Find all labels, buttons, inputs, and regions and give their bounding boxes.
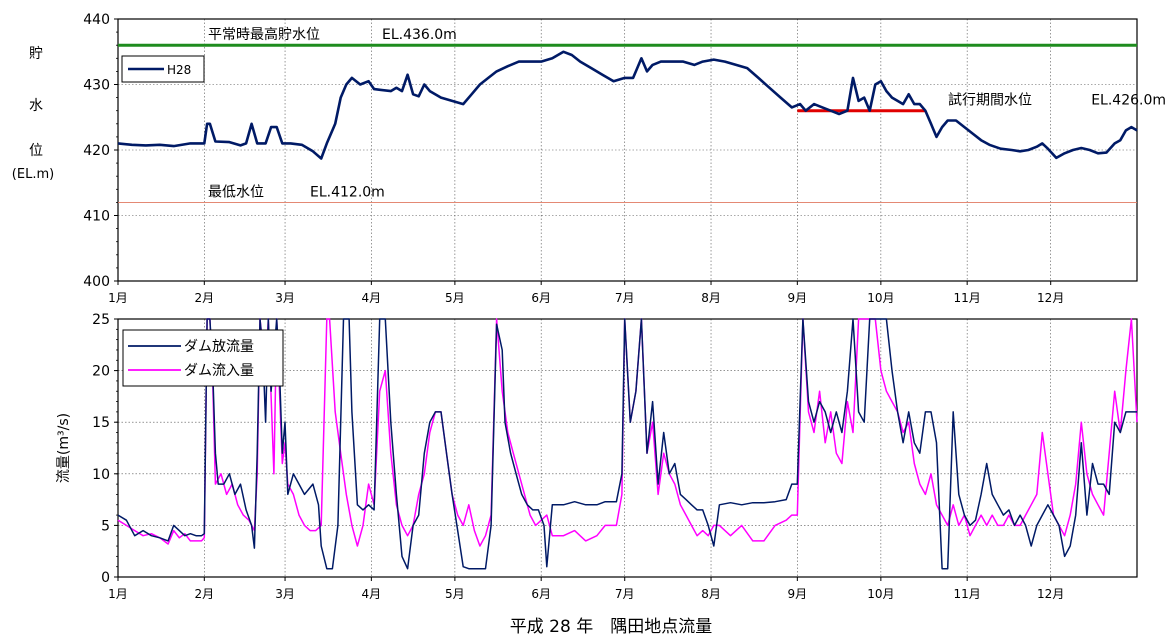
chart2-ytick-label: 0 [101,570,110,586]
reference-label-trial: 試行期間水位 [948,93,1032,109]
chart1-legend-label: H28 [167,63,191,77]
chart2-xtick-label: 3月 [275,587,295,601]
chart1-series-H28-line [117,50,1138,160]
chart2-series-ダム流入量-line [117,318,1138,547]
chart1-ytick-label: 410 [83,209,110,225]
chart2-legend-box [122,329,284,387]
chart2-xtick-label: 4月 [362,587,382,601]
chart1-ytick-label: 430 [83,78,110,94]
chart1-ylabel-char: 貯 [29,46,43,62]
chart2-xtick-label: 8月 [701,587,721,601]
chart1-xtick-label: 9月 [788,291,808,305]
chart1-xtick-label: 6月 [531,291,551,305]
chart2-ytick-label: 25 [92,312,110,328]
chart1-xtick-label: 11月 [954,291,981,305]
chart1-xtick-label: 7月 [615,291,635,305]
chart1-ylabel-unit: (EL.m) [12,167,54,182]
chart2-ytick-label: 20 [92,364,110,380]
chart2-xtick-label: 12月 [1037,587,1064,601]
chart1-xtick-label: 3月 [275,291,295,305]
chart1-ylabel-char: 位 [29,143,43,159]
chart1-ytick-label: 420 [83,143,110,159]
chart1-xtick-label: 5月 [445,291,465,305]
reference-label-low: 最低水位 [208,184,264,200]
chart2-xtick-label: 11月 [954,587,981,601]
chart1-xtick-label: 4月 [362,291,382,305]
chart1-frame [117,18,1138,282]
reference-value-high: EL.436.0m [382,27,457,43]
chart2-frame [117,318,1138,578]
chart1-ytick-label: 440 [83,12,110,28]
chart1-ylabel-char: 水 [29,98,43,114]
chart1-xtick-label: 10月 [867,291,894,305]
chart2-xtick-label: 10月 [867,587,894,601]
figure-title: 平成 28 年 隅田地点流量 [510,617,712,637]
chart2-xtick-label: 7月 [615,587,635,601]
reference-value-low: EL.412.0m [310,184,385,200]
reference-label-high: 平常時最高貯水位 [208,26,320,43]
chart2-ytick-label: 10 [92,467,110,483]
chart2-ytick-label: 5 [101,518,110,534]
chart2-xtick-label: 1月 [108,587,128,601]
chart2-xtick-label: 2月 [194,587,214,601]
chart2-legend-label-2: ダム流入量 [184,363,254,379]
chart2-xtick-label: 9月 [788,587,808,601]
chart1-xtick-label: 12月 [1037,291,1064,305]
reference-value-trial: EL.426.0m [1091,93,1166,109]
chart2-legend-label-1: ダム放流量 [184,339,254,355]
chart1-xtick-label: 1月 [108,291,128,305]
chart1-ytick-label: 400 [83,274,110,290]
chart1-xtick-label: 2月 [194,291,214,305]
chart2-xtick-label: 5月 [445,587,465,601]
chart2-xtick-label: 6月 [531,587,551,601]
chart2-ylabel: 流量(m³/s) [56,413,72,483]
chart2-ytick-label: 15 [92,415,110,431]
chart1-xtick-label: 8月 [701,291,721,305]
